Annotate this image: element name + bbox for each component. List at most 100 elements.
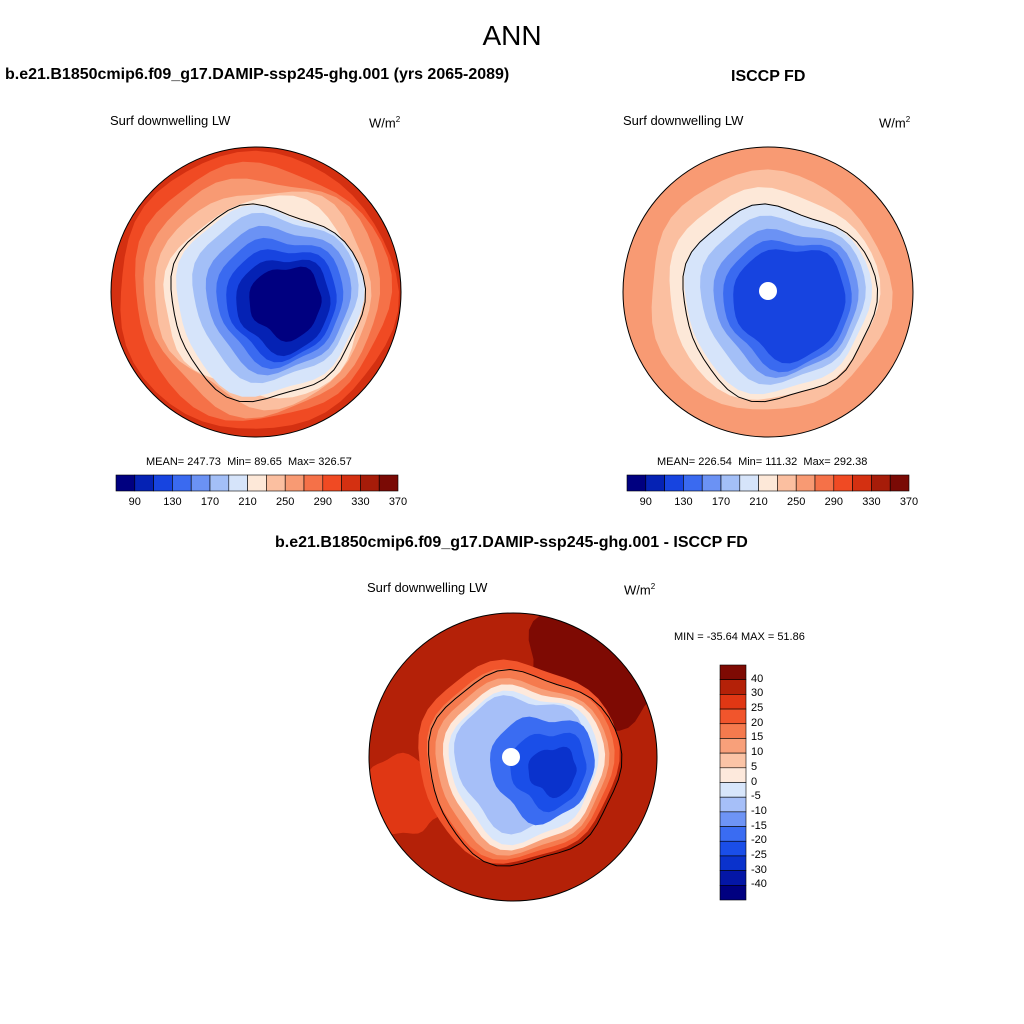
model-colorbar-tick: 90 <box>128 496 141 508</box>
model-colorbar-box-2 <box>153 474 173 492</box>
diff-polar-map <box>368 612 658 902</box>
obs-colorbar-box-11 <box>833 474 853 492</box>
obs-mean-label: MEAN= <box>657 456 696 468</box>
diff-colorbar-tick: 15 <box>751 731 764 744</box>
diff-colorbar-box-12 <box>719 840 747 857</box>
model-variable-label: Surf downwelling LW <box>110 113 231 128</box>
obs-units-base: W/m <box>879 115 906 131</box>
diff-variable-label: Surf downwelling LW <box>367 580 488 595</box>
diff-colorbar-tick: -20 <box>751 834 767 847</box>
diff-colorbar-box-9 <box>719 796 747 813</box>
model-colorbar-box-6 <box>228 474 248 492</box>
obs-colorbar-box-10 <box>814 474 835 492</box>
obs-colorbar-tick: 170 <box>711 496 731 508</box>
diff-case-title: b.e21.B1850cmip6.f09_g17.DAMIP-ssp245-gh… <box>275 534 748 551</box>
model-units-label: W/m2 <box>369 115 400 130</box>
model-colorbar-box-5 <box>209 474 230 492</box>
obs-colorbar-tick: 370 <box>899 496 919 508</box>
obs-contours <box>623 147 913 437</box>
diff-colorbar-box-8 <box>719 782 747 798</box>
diff-colorbar-tick: 5 <box>751 760 758 773</box>
obs-coastline <box>682 203 879 403</box>
obs-polar-map <box>622 146 914 438</box>
diff-contour-band-11 <box>528 746 577 799</box>
obs-colorbar-box-7 <box>758 474 778 492</box>
diff-colorbar-box-7 <box>719 767 747 783</box>
model-coastline <box>170 203 367 403</box>
model-colorbar-tick: 330 <box>351 496 370 508</box>
diff-map-border <box>368 612 658 902</box>
obs-mean-value: 226.54 <box>698 456 732 468</box>
diff-colorbar-box-6 <box>719 752 747 769</box>
model-case-title: b.e21.B1850cmip6.f09_g17.DAMIP-ssp245-gh… <box>5 66 510 83</box>
model-contours <box>111 147 401 437</box>
model-colorbar-tick: 290 <box>313 496 332 508</box>
obs-units-label: W/m2 <box>879 115 910 130</box>
obs-colorbar-tick: 130 <box>674 496 693 508</box>
model-colorbar-tick: 210 <box>238 496 257 508</box>
obs-colorbar-box-14 <box>889 474 910 492</box>
season-title: ANN <box>482 20 542 51</box>
diff-colorbar-tick: -5 <box>751 790 761 803</box>
diff-colorbar-box-11 <box>719 826 747 842</box>
diff-colorbar-box-1 <box>719 679 747 695</box>
obs-colorbar-box-12 <box>852 474 872 492</box>
diff-colorbar-tick: -15 <box>751 819 767 832</box>
model-min-label: Min= <box>227 456 252 468</box>
diff-colorbar-tick: 20 <box>751 716 764 729</box>
obs-colorbar-tick: 90 <box>639 496 652 508</box>
obs-units-exp: 2 <box>905 115 911 124</box>
model-colorbar-box-0 <box>115 474 136 492</box>
obs-colorbar-tick: 250 <box>787 496 806 508</box>
model-colorbar-box-9 <box>284 474 305 492</box>
model-units-base: W/m <box>369 115 396 131</box>
obs-case-title: ISCCP FD <box>731 68 806 85</box>
diff-contours <box>369 613 657 901</box>
obs-max-label: Max= <box>803 456 831 468</box>
diff-colorbar-box-2 <box>719 694 747 710</box>
model-mean-label: MEAN= <box>146 456 185 468</box>
diff-colorbar <box>719 664 747 901</box>
diff-colorbar-tick: 40 <box>751 672 764 685</box>
diff-coastline <box>428 668 623 867</box>
model-contour-band-12 <box>249 266 322 342</box>
diff-colorbar-box-15 <box>719 885 747 901</box>
obs-colorbar-box-13 <box>871 474 891 492</box>
diff-colorbar-box-3 <box>719 708 747 725</box>
model-colorbar-box-7 <box>247 474 267 492</box>
diff-colorbar-tick: 25 <box>751 702 764 715</box>
model-colorbar-box-4 <box>190 474 211 492</box>
diff-colorbar-tick: -25 <box>751 848 767 861</box>
obs-contour-band-7 <box>733 249 846 364</box>
obs-colorbar-box-5 <box>720 474 741 492</box>
obs-colorbar-box-8 <box>777 474 797 492</box>
model-colorbar-box-14 <box>378 474 399 492</box>
obs-stats: MEAN= 226.54 Min= 111.32 Max= 292.38 <box>657 456 867 468</box>
diff-range-text: MIN = -35.64 MAX = 51.86 <box>674 631 805 643</box>
model-max-label: Max= <box>287 456 316 468</box>
obs-colorbar-box-2 <box>664 474 684 492</box>
model-colorbar-box-3 <box>172 474 192 492</box>
obs-min-value: 111.32 <box>765 456 798 468</box>
obs-colorbar-box-6 <box>739 474 759 492</box>
model-mean-value: 247.73 <box>187 456 221 468</box>
obs-colorbar-box-1 <box>645 474 665 492</box>
model-colorbar <box>115 474 399 492</box>
diff-colorbar-tick: 10 <box>751 746 764 759</box>
model-colorbar-tick: 370 <box>388 496 408 508</box>
model-max-value: 326.57 <box>318 456 352 468</box>
diff-colorbar-box-13 <box>719 855 747 871</box>
obs-colorbar-tick: 290 <box>824 496 843 508</box>
model-colorbar-box-12 <box>341 474 361 492</box>
diff-colorbar-tick: -30 <box>751 863 767 876</box>
diff-colorbar-tick: 0 <box>751 775 758 788</box>
model-colorbar-box-13 <box>360 474 380 492</box>
obs-colorbar-box-3 <box>683 474 703 492</box>
obs-colorbar-box-4 <box>701 474 722 492</box>
model-colorbar-box-1 <box>134 474 154 492</box>
obs-map-border <box>622 146 914 438</box>
model-units-exp: 2 <box>395 115 401 124</box>
model-colorbar-box-11 <box>322 474 342 492</box>
model-polar-map <box>110 146 402 438</box>
diff-colorbar-box-10 <box>719 811 747 827</box>
